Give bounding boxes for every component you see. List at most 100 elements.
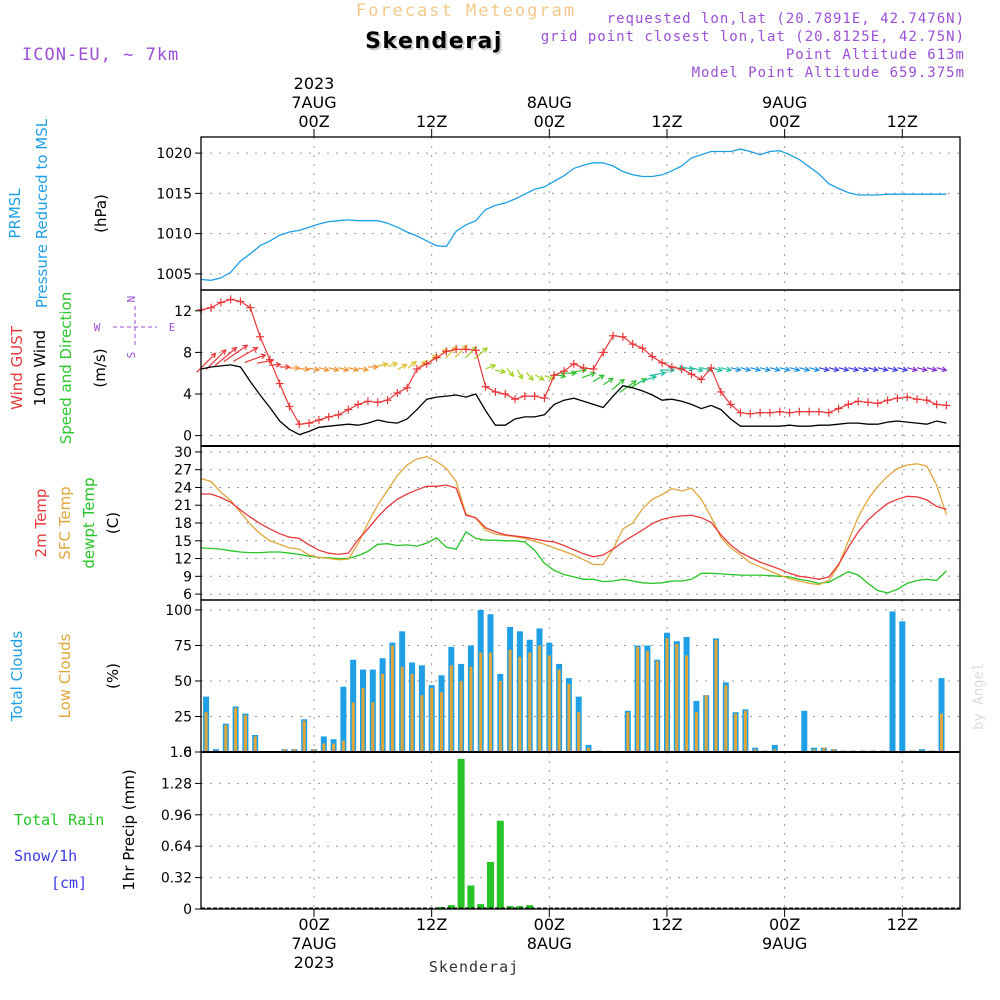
wind-arrow-head xyxy=(725,366,733,373)
wind-arrow-shaft xyxy=(506,367,514,377)
wind-arrow-shaft xyxy=(223,344,248,363)
wind-arrow-head xyxy=(843,366,850,373)
wind-arrow xyxy=(907,366,919,373)
cloud-bar-low xyxy=(479,652,483,752)
gust-marker xyxy=(344,405,353,414)
wind-arrow-shaft xyxy=(348,367,359,371)
gust-marker xyxy=(756,408,765,417)
y-tick-label-wind-3: 12 xyxy=(174,304,192,320)
wind-arrow-head xyxy=(804,366,811,373)
gust-marker xyxy=(707,364,716,372)
wind-arrow-head xyxy=(252,346,259,353)
cloud-bar-total xyxy=(899,621,906,752)
wind-arrow-head xyxy=(745,366,752,373)
cloud-bar-low xyxy=(743,710,747,752)
wind-arrow-head xyxy=(764,366,772,373)
wind-arrow xyxy=(887,366,899,373)
wind-arrow-head xyxy=(401,363,408,370)
wind-arrow-shaft xyxy=(308,367,320,371)
wind-arrow xyxy=(848,366,860,373)
gust-marker xyxy=(746,409,755,418)
wind-arrow-shaft xyxy=(377,363,388,367)
cloud-bar-low xyxy=(283,749,287,752)
cloud-bar-low xyxy=(390,645,394,752)
gust-marker xyxy=(589,365,598,374)
cloud-bar-low xyxy=(528,652,532,752)
wind-arrow-shaft xyxy=(611,379,625,391)
x-label-bottom: 00Z xyxy=(534,915,565,934)
wind-arrow-head xyxy=(231,346,238,353)
cloud-bar-low xyxy=(312,749,316,752)
wind-arrow-head xyxy=(528,375,534,382)
series-line-prmsl xyxy=(201,148,947,281)
wind-arrow xyxy=(318,366,330,373)
wind-arrow-head xyxy=(260,353,267,360)
y-tick-label-precip-2: 0.64 xyxy=(161,839,192,855)
x-label-bottom: 00Z xyxy=(298,915,329,934)
wind-arrow xyxy=(279,364,291,370)
wind-arrow-shaft xyxy=(387,362,398,368)
gust-marker xyxy=(246,303,255,312)
gust-marker xyxy=(609,331,618,340)
y-tick-label-pressure-3: 1020 xyxy=(156,146,192,162)
precip-legend-1: Snow/1h xyxy=(14,847,77,865)
wind-arrow xyxy=(534,374,545,381)
panel-frame-precip xyxy=(200,751,961,910)
wind-arrow-shaft xyxy=(936,367,947,371)
cloud-bar-low xyxy=(655,661,659,752)
gust-marker xyxy=(883,396,892,405)
y-tick-label-clouds-2: 50 xyxy=(174,674,192,690)
wind-arrow-head xyxy=(538,375,545,381)
wind-arrow-head xyxy=(333,366,340,373)
gust-marker xyxy=(550,371,559,380)
gust-marker xyxy=(265,355,274,364)
y-axis-label-clouds-2: (%) xyxy=(104,663,122,689)
gust-marker xyxy=(913,395,922,404)
rain-bar xyxy=(477,904,485,909)
cloud-bar-low xyxy=(400,666,404,752)
gust-marker xyxy=(667,362,676,371)
wind-arrow xyxy=(299,366,311,373)
wind-arrow-head xyxy=(697,366,704,373)
wind-arrow-head xyxy=(343,366,350,373)
y-tick-label-wind-1: 4 xyxy=(183,387,192,403)
wind-arrow-shaft xyxy=(338,367,349,371)
gust-marker xyxy=(256,332,265,341)
y-tick-label-clouds-0: 0 xyxy=(183,745,192,761)
gust-marker xyxy=(569,359,578,368)
cloud-bar-low xyxy=(351,702,355,752)
wind-arrow-shaft xyxy=(526,372,534,381)
y-axis-label-pressure-2: (hPa) xyxy=(92,194,110,233)
cloud-bar-low xyxy=(440,692,443,752)
cloud-bar-low xyxy=(489,652,492,752)
x-label-top: 9AUG xyxy=(762,93,807,112)
wind-arrow-shaft xyxy=(818,367,829,371)
gust-marker xyxy=(314,416,323,424)
gust-marker xyxy=(324,412,333,421)
y-axis-label-temperature-3: (C) xyxy=(104,512,122,534)
wind-arrow-shaft xyxy=(516,369,523,379)
wind-arrow-head xyxy=(598,374,605,380)
wind-arrow-head xyxy=(660,370,667,377)
wind-arrow-head xyxy=(284,364,291,370)
cloud-bar-low xyxy=(538,645,541,752)
cloud-bar-total xyxy=(771,744,778,752)
wind-arrow-head xyxy=(813,366,821,373)
wind-arrow-head xyxy=(853,366,860,373)
panel-frame-pressure xyxy=(200,136,961,291)
wind-arrow xyxy=(581,371,597,379)
wind-arrow-head xyxy=(823,366,830,373)
wind-arrow xyxy=(936,366,948,373)
wind-arrow xyxy=(897,366,909,373)
y-tick-label-wind-0: 0 xyxy=(183,429,192,445)
series-line-sfc xyxy=(201,456,948,586)
gust-marker xyxy=(697,375,706,384)
location-title: Skenderaj xyxy=(365,29,503,54)
wind-arrow-shaft xyxy=(244,354,266,363)
wind-arrow xyxy=(473,347,489,360)
cloud-bar-low xyxy=(430,688,434,752)
gust-marker xyxy=(373,398,382,407)
y-axis-label-wind-2: Speed and Direction xyxy=(57,292,75,445)
y-tick-label-precip-4: 1.28 xyxy=(161,776,192,792)
cloud-bar-low xyxy=(665,638,669,752)
